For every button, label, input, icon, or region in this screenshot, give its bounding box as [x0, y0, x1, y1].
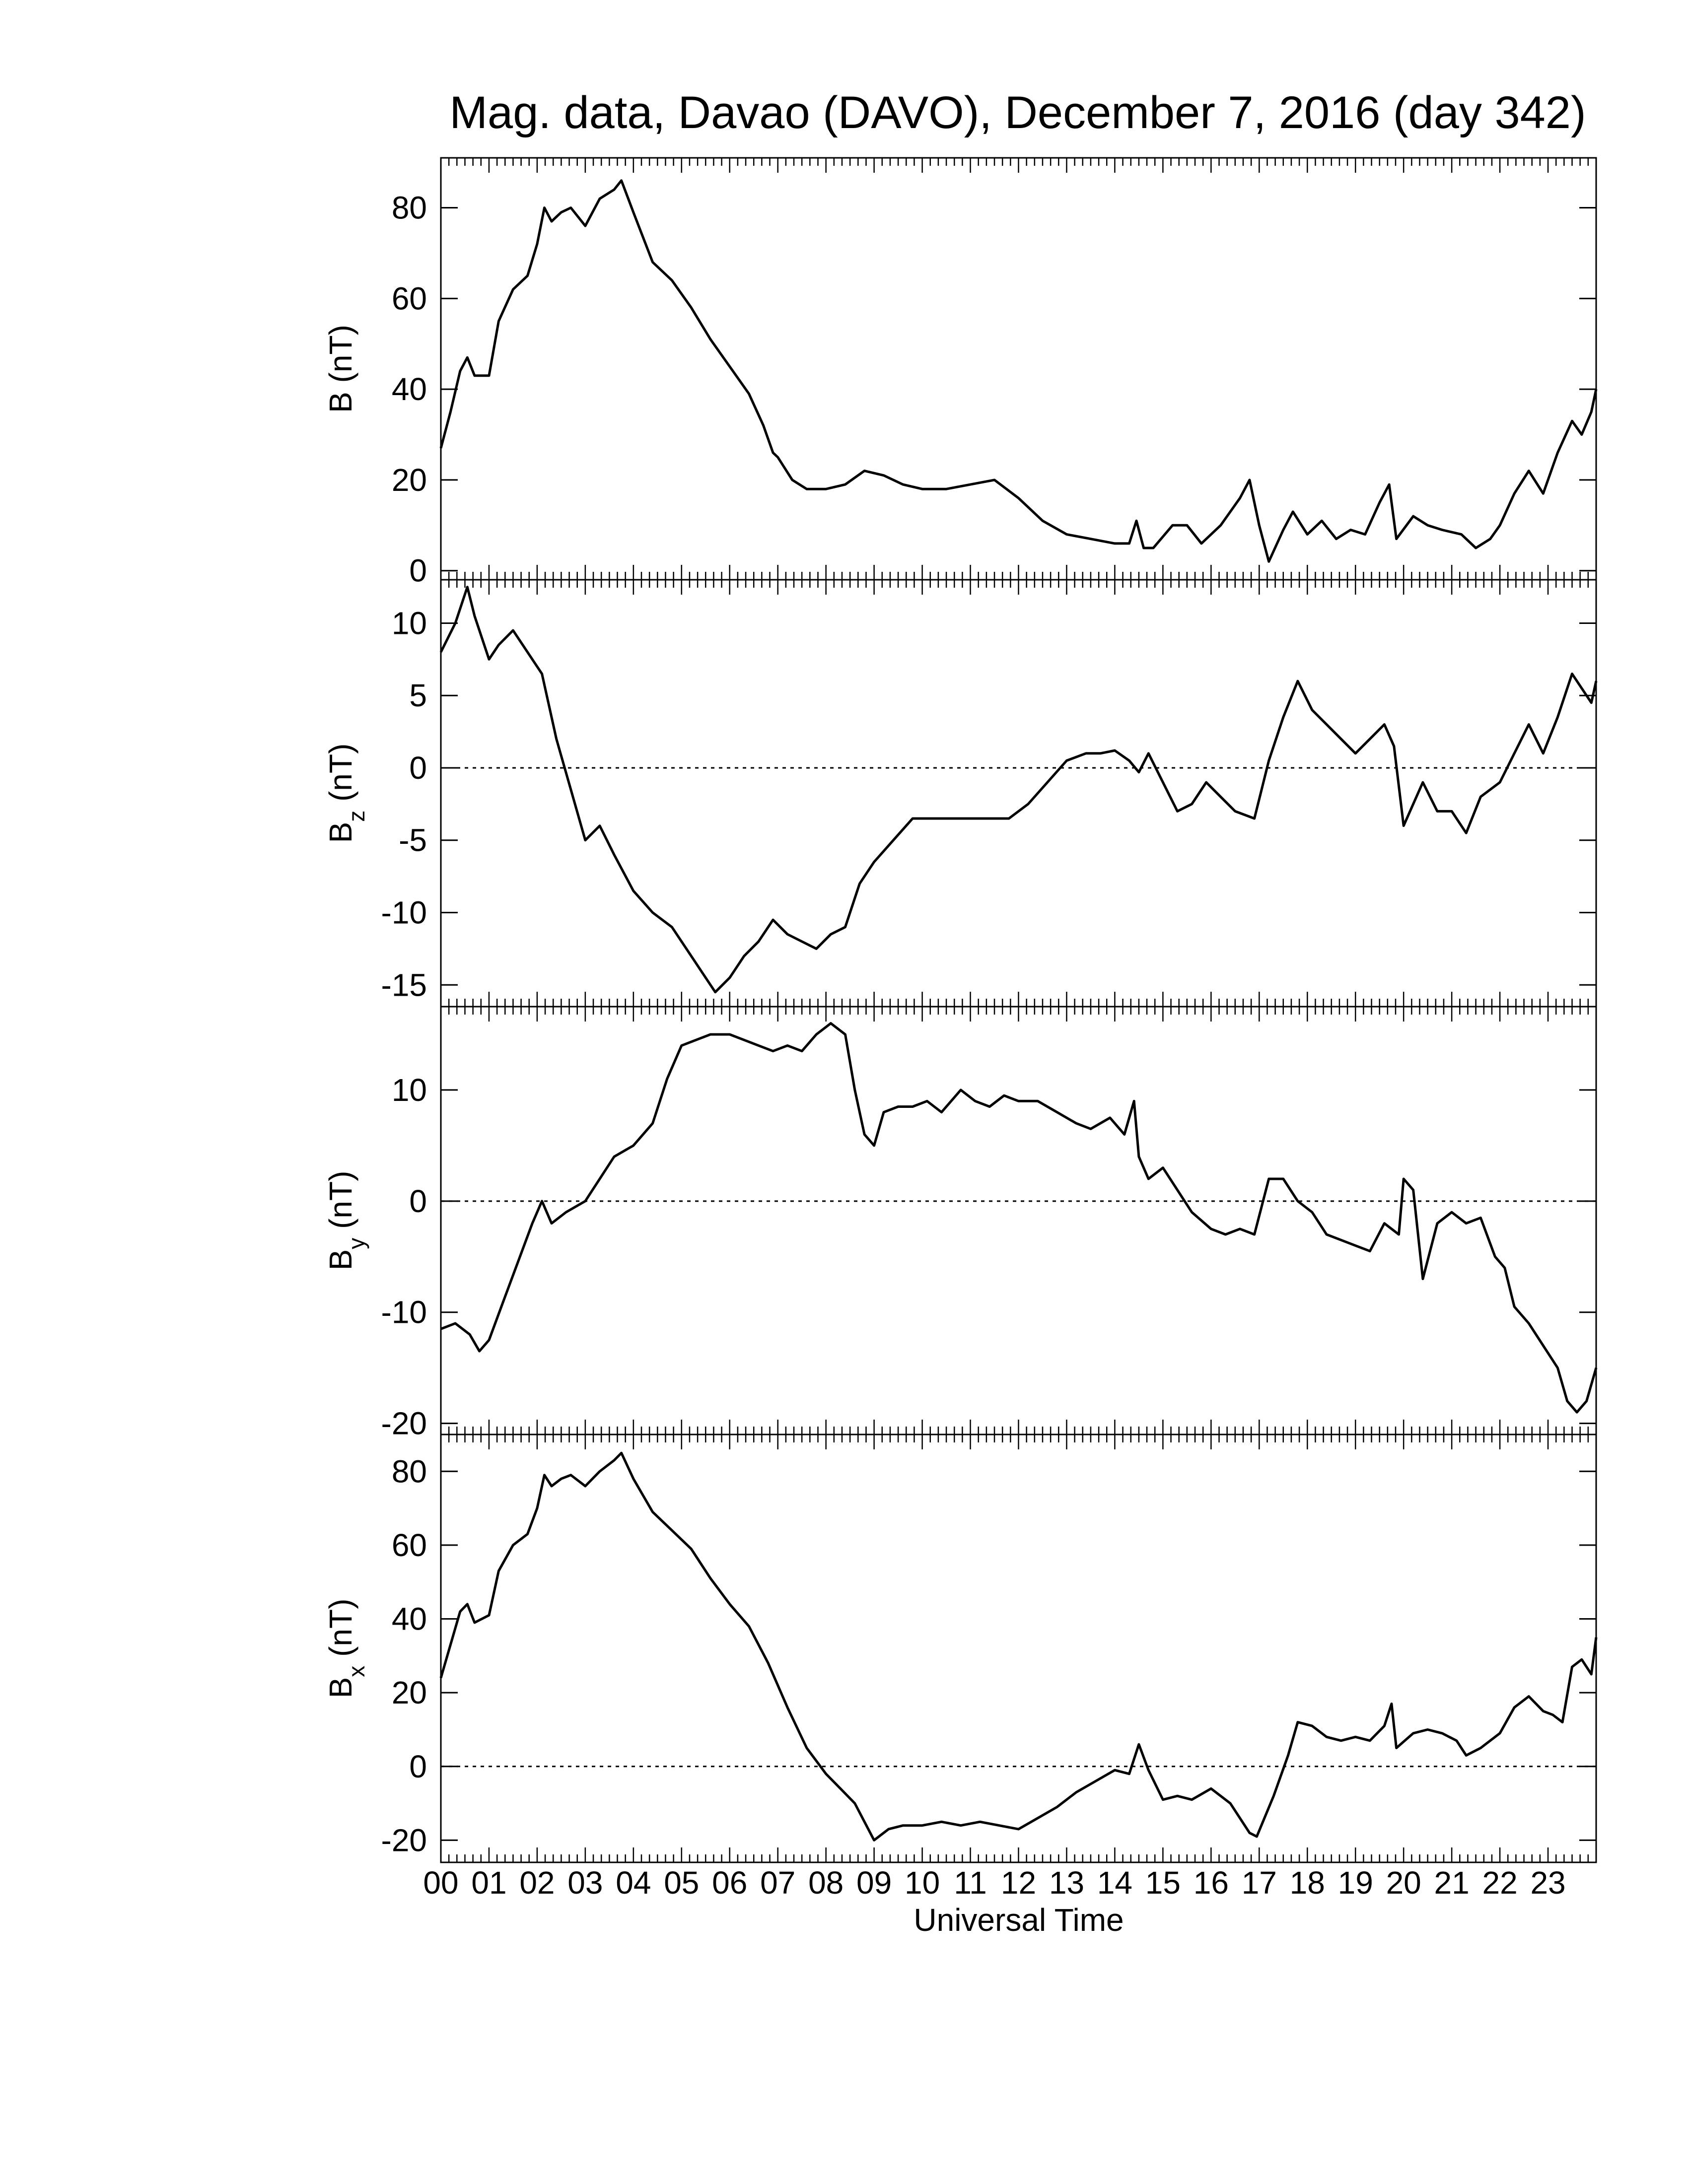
x-tick-label: 13 — [1049, 1865, 1084, 1901]
panel-B: 0 20 40 60 80 B (nT) — [323, 157, 1598, 589]
x-axis-label: Universal Time — [914, 1902, 1124, 1938]
y-tick-label: 80 — [392, 190, 427, 226]
chart-title: Mag. data, Davao (DAVO), December 7, 201… — [449, 87, 1586, 138]
y-tick-label: 0 — [409, 1749, 427, 1784]
series-line-Bz — [439, 586, 1598, 994]
x-tick-label: 07 — [760, 1865, 795, 1901]
x-tick-label: 17 — [1242, 1865, 1277, 1901]
y-tick-label: 0 — [409, 1183, 427, 1219]
y-tick-label: 20 — [392, 462, 427, 498]
y-tick-label: 60 — [392, 280, 427, 316]
y-tick-label: 80 — [392, 1453, 427, 1489]
x-tick-label: 09 — [856, 1865, 892, 1901]
y-axis-label: Bz (nT) — [323, 744, 369, 843]
y-axis-label: By (nT) — [323, 1171, 369, 1271]
y-tick-label: 40 — [392, 371, 427, 407]
x-tick-label: 06 — [712, 1865, 747, 1901]
panel-frame — [440, 1006, 1597, 1435]
series-line-B — [439, 179, 1598, 563]
y-tick-label: 5 — [409, 678, 427, 713]
x-tick-label: 14 — [1097, 1865, 1132, 1901]
y-tick-label: 0 — [409, 553, 427, 589]
series-line-Bx — [439, 1451, 1598, 1842]
y-tick-label: 40 — [392, 1601, 427, 1637]
x-tick-label: 00 — [423, 1865, 458, 1901]
y-tick-label: -20 — [381, 1822, 427, 1858]
x-tick-label: 12 — [1001, 1865, 1036, 1901]
y-tick-label: 20 — [392, 1675, 427, 1710]
y-axis-label: Bx (nT) — [323, 1599, 369, 1699]
x-tick-label: 18 — [1290, 1865, 1325, 1901]
panel-frame — [440, 157, 1597, 581]
x-tick-label: 11 — [954, 1865, 986, 1901]
panel-By: -20 -10 0 10 By (nT) — [323, 1006, 1598, 1441]
x-tick-label: 08 — [808, 1865, 844, 1901]
series-line-By — [440, 1022, 1598, 1414]
y-tick-label: -10 — [381, 895, 427, 931]
x-axis: 00 01 02 03 04 05 06 07 08 09 10 11 12 13 14 15 16 17 18 19… — [423, 1865, 1565, 1901]
panels-group: 0 20 40 60 80 B (nT) -15 -10 -5 0 5 10 Bz (nT) -20 -10… — [323, 157, 1598, 1863]
y-tick-label: -20 — [381, 1406, 427, 1441]
y-tick-label: 0 — [409, 750, 427, 786]
y-tick-label: 10 — [392, 605, 427, 641]
x-tick-label: 21 — [1434, 1865, 1470, 1901]
x-tick-label: 04 — [616, 1865, 651, 1901]
x-tick-label: 10 — [905, 1865, 940, 1901]
x-tick-label: 23 — [1530, 1865, 1565, 1901]
panel-frame — [440, 1433, 1597, 1863]
x-tick-label: 05 — [664, 1865, 699, 1901]
y-tick-label: -10 — [381, 1295, 427, 1330]
x-tick-label: 22 — [1482, 1865, 1517, 1901]
panel-Bx: -20 0 20 40 60 80 Bx (nT) — [323, 1433, 1598, 1863]
y-tick-label: 60 — [392, 1527, 427, 1563]
y-tick-label: 10 — [392, 1072, 427, 1108]
y-axis-label: B (nT) — [323, 325, 358, 413]
x-tick-label: 19 — [1338, 1865, 1373, 1901]
panel-frame — [440, 579, 1597, 1008]
y-tick-label: -5 — [399, 822, 427, 858]
x-tick-label: 02 — [519, 1865, 555, 1901]
x-tick-label: 20 — [1386, 1865, 1421, 1901]
panel-Bz: -15 -10 -5 0 5 10 Bz (nT) — [323, 579, 1598, 1008]
x-tick-label: 01 — [471, 1865, 506, 1901]
x-tick-label: 15 — [1145, 1865, 1181, 1901]
x-tick-label: 03 — [567, 1865, 603, 1901]
x-tick-label: 16 — [1194, 1865, 1229, 1901]
y-tick-label: -15 — [381, 967, 427, 1003]
